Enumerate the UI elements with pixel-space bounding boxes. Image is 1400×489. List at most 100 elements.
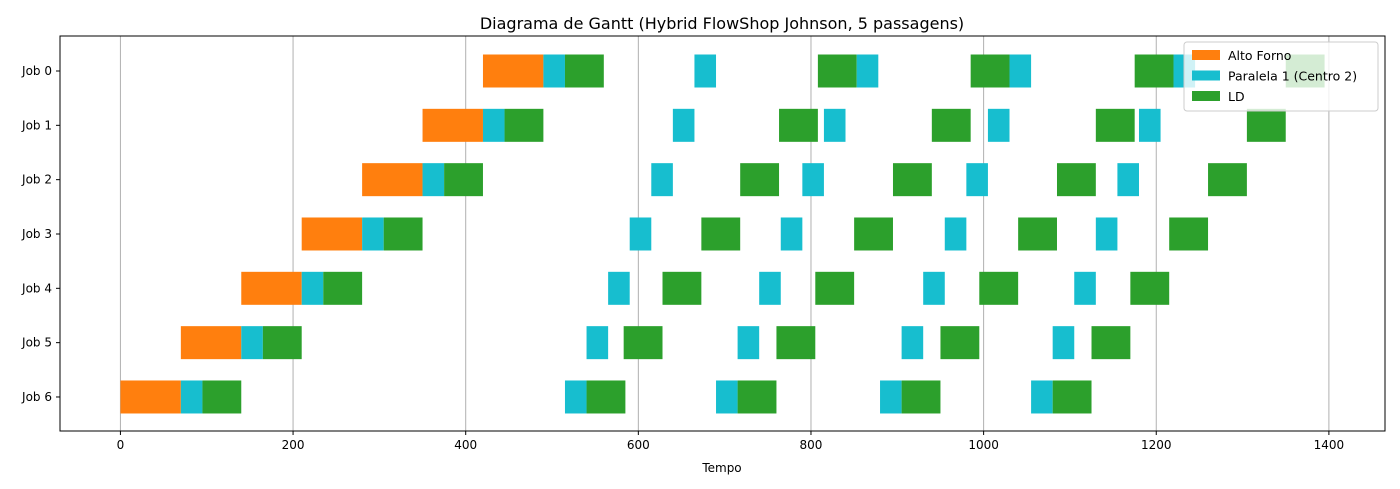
legend-swatch [1192,91,1220,101]
task-bar-alto-forno [180,326,242,360]
task-bar-paralela [944,217,967,251]
task-bar-paralela [737,326,760,360]
task-bar-ld [383,217,423,251]
legend-swatch [1192,50,1220,60]
task-bar-paralela [422,163,445,197]
task-bar-paralela [1074,271,1096,305]
task-bar-alto-forno [482,54,544,88]
task-bar-ld [202,380,242,414]
legend: Alto Forno Paralela 1 (Centro 2) LD [1183,41,1379,112]
task-bar-paralela [987,108,1010,142]
x-tick-label: 0 [117,438,125,452]
task-bar-ld [970,54,1010,88]
task-bar-ld [701,217,741,251]
task-bar-ld [892,163,932,197]
task-bar-ld [623,326,663,360]
task-bar-ld [1095,108,1135,142]
y-axis-ticks: Job 0 Job 1 Job 2 Job 3 Job 4 Job 5 Job 6 [21,64,60,404]
task-bar-paralela [1095,217,1118,251]
task-bar-ld [776,326,816,360]
task-bar-paralela [966,163,988,197]
task-bar-ld [1052,380,1092,414]
task-bar-paralela [608,271,630,305]
task-bar-ld [940,326,980,360]
task-bar-paralela [856,54,879,88]
y-tick-label: Job 4 [21,281,52,295]
task-bar-ld [1056,163,1096,197]
task-bar-ld [740,163,780,197]
y-tick-label: Job 2 [21,173,52,187]
task-bar-paralela [901,326,924,360]
task-bar-ld [586,380,626,414]
task-bar-ld [262,326,302,360]
task-bar-paralela [880,380,902,414]
y-tick-label: Job 1 [21,118,52,132]
x-tick-label: 400 [454,438,477,452]
task-bar-ld [1130,271,1170,305]
legend-label: Alto Forno [1228,48,1291,63]
legend-box [1183,41,1379,112]
task-bar-ld [931,108,971,142]
task-bar-ld [854,217,893,251]
task-bar-paralela [301,271,324,305]
legend-label: LD [1228,89,1245,104]
legend-swatch [1192,70,1220,81]
x-tick-label: 600 [627,438,650,452]
task-bar-ld [1134,54,1174,88]
task-bar-paralela [1052,326,1075,360]
task-bar-alto-forno [422,108,483,142]
task-bar-ld [1246,108,1286,142]
task-bar-paralela [780,217,803,251]
task-bar-paralela [1031,380,1053,414]
task-bar-paralela [1117,163,1139,197]
task-bar-ld [779,108,818,142]
task-bar-paralela [362,217,384,251]
task-bar-ld [504,108,544,142]
task-bar-ld [815,271,855,305]
legend-label: Paralela 1 (Centro 2) [1228,69,1357,84]
task-bar-ld [444,163,483,197]
task-bar-paralela [543,54,565,88]
task-bar-paralela [482,108,505,142]
task-bar-ld [323,271,363,305]
task-bar-alto-forno [120,380,181,414]
task-bar-ld [1169,217,1209,251]
task-bar-alto-forno [301,217,363,251]
task-bar-alto-forno [362,163,423,197]
y-tick-label: Job 6 [21,390,52,404]
task-bar-paralela [564,380,587,414]
y-tick-label: Job 0 [21,64,52,78]
task-bar-paralela [1009,54,1032,88]
task-bar-ld [662,271,702,305]
task-bar-paralela [1138,108,1161,142]
task-bar-paralela [716,380,738,414]
task-bar-paralela [672,108,695,142]
x-tick-label: 1400 [1314,438,1345,452]
task-bar-paralela [180,380,203,414]
chart-title: Diagrama de Gantt (Hybrid FlowShop Johns… [480,14,964,33]
x-tick-label: 1200 [1141,438,1172,452]
x-tick-label: 800 [800,438,823,452]
x-tick-label: 1000 [968,438,999,452]
task-bar-paralela [759,271,781,305]
task-bar-ld [564,54,604,88]
x-tick-label: 200 [282,438,305,452]
task-bar-paralela [802,163,824,197]
y-tick-label: Job 3 [21,227,52,241]
task-bars [120,54,1325,414]
task-bar-paralela [923,271,945,305]
task-bar-paralela [651,163,673,197]
task-bar-ld [1018,217,1057,251]
x-axis-ticks: 0 200 400 600 800 1000 1200 1400 [117,431,1345,452]
task-bar-ld [737,380,777,414]
task-bar-ld [817,54,857,88]
task-bar-ld [979,271,1019,305]
y-tick-label: Job 5 [21,336,52,350]
task-bar-ld [901,380,941,414]
task-bar-ld [1091,326,1131,360]
task-bar-paralela [586,326,609,360]
task-bar-paralela [241,326,263,360]
task-bar-paralela [694,54,717,88]
task-bar-paralela [629,217,652,251]
